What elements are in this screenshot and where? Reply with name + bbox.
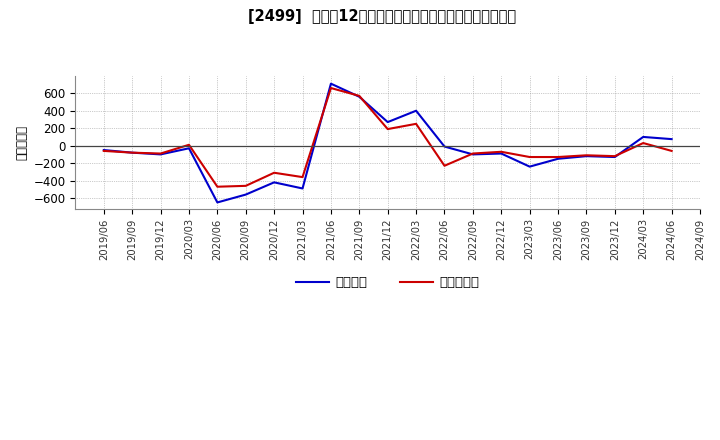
当期純利益	[298, 175, 307, 180]
経常利益	[440, 144, 449, 149]
経常利益	[99, 147, 108, 153]
当期純利益	[355, 93, 364, 99]
経常利益	[469, 152, 477, 157]
当期純利益	[241, 183, 250, 188]
経常利益	[298, 186, 307, 191]
Line: 経常利益: 経常利益	[104, 84, 672, 202]
経常利益	[327, 81, 336, 86]
経常利益	[184, 146, 193, 151]
当期純利益	[611, 154, 619, 159]
当期純利益	[213, 184, 222, 189]
当期純利益	[526, 154, 534, 160]
当期純利益	[440, 163, 449, 169]
経常利益	[355, 94, 364, 99]
当期純利益	[639, 140, 647, 146]
経常利益	[213, 200, 222, 205]
当期純利益	[412, 121, 420, 126]
経常利益	[241, 192, 250, 197]
当期純利益	[497, 149, 505, 154]
経常利益	[526, 164, 534, 169]
当期純利益	[128, 150, 137, 155]
当期純利益	[582, 153, 590, 158]
経常利益	[582, 154, 590, 159]
経常利益	[128, 150, 137, 155]
当期純利益	[156, 151, 165, 156]
当期純利益	[469, 151, 477, 156]
当期純利益	[270, 170, 279, 176]
当期純利益	[327, 85, 336, 91]
Line: 当期純利益: 当期純利益	[104, 88, 672, 187]
Legend: 経常利益, 当期純利益: 経常利益, 当期純利益	[290, 271, 485, 294]
当期純利益	[667, 148, 676, 154]
経常利益	[497, 151, 505, 156]
Text: [2499]  利益だ12か月移動合計の対前年同期増減額の推移: [2499] 利益だ12か月移動合計の対前年同期増減額の推移	[248, 9, 516, 24]
経常利益	[667, 136, 676, 142]
当期純利益	[383, 126, 392, 132]
Y-axis label: （百万円）: （百万円）	[15, 125, 28, 160]
当期純利益	[99, 148, 108, 154]
経常利益	[156, 152, 165, 157]
経常利益	[412, 108, 420, 114]
経常利益	[611, 154, 619, 160]
経常利益	[554, 156, 562, 161]
経常利益	[639, 134, 647, 139]
経常利益	[270, 180, 279, 185]
当期純利益	[554, 154, 562, 160]
経常利益	[383, 119, 392, 125]
当期純利益	[184, 142, 193, 147]
